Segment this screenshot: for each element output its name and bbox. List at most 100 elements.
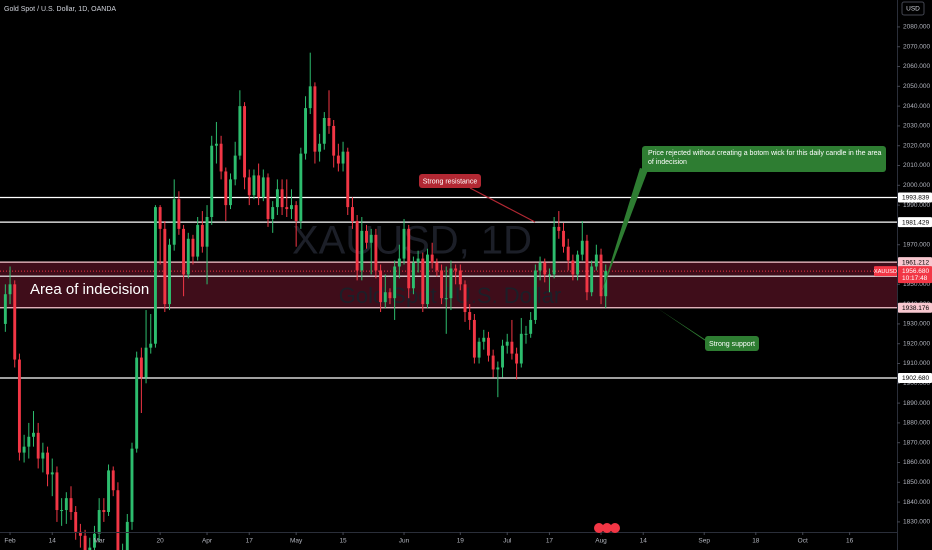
symbol-label: XAUUSD bbox=[874, 269, 897, 275]
candle-body bbox=[275, 189, 279, 208]
candle-body bbox=[543, 262, 547, 275]
x-tick-label: Aug bbox=[595, 538, 607, 545]
candle-body bbox=[365, 230, 368, 243]
candle-body bbox=[144, 347, 148, 378]
candle-body bbox=[472, 319, 476, 358]
candle-body bbox=[477, 341, 481, 358]
header-title: Gold Spot / U.S. Dollar, 1D, OANDA bbox=[4, 6, 116, 13]
level-label-box bbox=[898, 302, 932, 313]
y-tick-label: 1950.000 bbox=[903, 281, 930, 288]
candle-body bbox=[22, 446, 26, 453]
y-tick-label: 1930.000 bbox=[903, 321, 930, 328]
candle-body bbox=[449, 268, 453, 299]
candle-body bbox=[219, 143, 223, 172]
annotation-text: Strong resistance bbox=[423, 178, 478, 185]
level-label: 1938.176 bbox=[902, 305, 929, 312]
candle-body bbox=[426, 254, 429, 305]
level-label: 1993.839 bbox=[902, 195, 929, 202]
candle-body bbox=[280, 189, 284, 208]
candle-body bbox=[397, 258, 401, 267]
candle-body bbox=[524, 333, 528, 335]
x-tick-label: Feb bbox=[4, 538, 16, 545]
last-price-box bbox=[898, 266, 932, 284]
indecision-zone bbox=[0, 262, 897, 308]
candle-body bbox=[247, 177, 251, 196]
candle-body bbox=[393, 266, 397, 299]
candle-body bbox=[313, 86, 317, 152]
y-tick-label: 2020.000 bbox=[903, 142, 930, 149]
event-icon[interactable] bbox=[594, 523, 604, 533]
candle-body bbox=[411, 262, 415, 289]
candle-body bbox=[186, 238, 190, 275]
candle-body bbox=[416, 258, 420, 263]
candle-body bbox=[182, 228, 186, 275]
candle-body bbox=[547, 274, 551, 276]
candle-body bbox=[566, 246, 570, 261]
candle-body bbox=[177, 199, 181, 229]
level-label-box bbox=[898, 217, 932, 228]
candle-body bbox=[458, 270, 462, 285]
candle-body bbox=[93, 533, 96, 548]
x-tick-label: Sep bbox=[698, 538, 710, 545]
candle-body bbox=[379, 270, 383, 303]
level-label: 1902.680 bbox=[902, 375, 929, 382]
watermark: XAUUSD, 1D bbox=[292, 219, 532, 263]
rejection-arrow bbox=[601, 168, 648, 294]
y-tick-label: 2040.000 bbox=[903, 103, 930, 110]
y-tick-label: 2050.000 bbox=[903, 83, 930, 90]
candle-body bbox=[482, 337, 486, 342]
currency-button[interactable] bbox=[901, 1, 925, 16]
event-icons[interactable] bbox=[594, 523, 620, 533]
candle-body bbox=[135, 357, 139, 449]
candle-body bbox=[360, 230, 364, 271]
candle-body bbox=[36, 432, 40, 459]
candle-body bbox=[304, 108, 307, 154]
candle-body bbox=[111, 470, 115, 491]
candle-body bbox=[285, 207, 289, 210]
x-tick-label: May bbox=[290, 538, 303, 545]
candle-body bbox=[191, 238, 195, 257]
candle-body bbox=[233, 155, 237, 180]
y-tick-label: 1970.000 bbox=[903, 241, 930, 248]
event-icon[interactable] bbox=[602, 523, 612, 533]
y-tick-label: 2080.000 bbox=[903, 24, 930, 31]
event-icon[interactable] bbox=[610, 523, 620, 533]
candle-body bbox=[74, 512, 78, 532]
candle-body bbox=[355, 220, 359, 271]
candle-body bbox=[336, 155, 340, 164]
candle-body bbox=[327, 118, 331, 126]
candle-body bbox=[576, 254, 580, 275]
candle-body bbox=[238, 106, 242, 156]
resistance-arrow bbox=[469, 187, 536, 223]
level-label: 1981.429 bbox=[902, 219, 929, 226]
candle-body bbox=[322, 118, 326, 144]
y-tick-label: 1910.000 bbox=[903, 360, 930, 367]
candle-body bbox=[571, 260, 575, 275]
level-label-box bbox=[898, 373, 932, 384]
candle-body bbox=[3, 294, 7, 324]
x-tick-label: Oct bbox=[798, 538, 808, 545]
candle-body bbox=[8, 284, 12, 295]
annotation-text: Price rejected without creating a botom … bbox=[648, 150, 882, 166]
annotation-box bbox=[642, 146, 886, 172]
y-tick-label: 2030.000 bbox=[903, 123, 930, 130]
level-label: 1961.212 bbox=[902, 259, 929, 266]
currency-label[interactable]: USD bbox=[906, 6, 920, 13]
x-tick-label: 15 bbox=[339, 538, 347, 545]
candle-body bbox=[599, 254, 603, 297]
candle-body bbox=[299, 153, 303, 221]
candle-body bbox=[594, 254, 598, 267]
x-tick-label: 17 bbox=[546, 538, 554, 545]
candle-body bbox=[102, 510, 106, 513]
candle-body bbox=[290, 205, 293, 210]
y-tick-label: 1830.000 bbox=[903, 519, 930, 526]
candle-body bbox=[440, 270, 444, 299]
candle-body bbox=[402, 228, 406, 259]
y-tick-label: 2010.000 bbox=[903, 162, 930, 169]
x-tick-label: Jul bbox=[503, 538, 512, 545]
candle-body bbox=[257, 175, 261, 198]
candle-body bbox=[149, 343, 153, 348]
candle-body bbox=[444, 298, 448, 300]
